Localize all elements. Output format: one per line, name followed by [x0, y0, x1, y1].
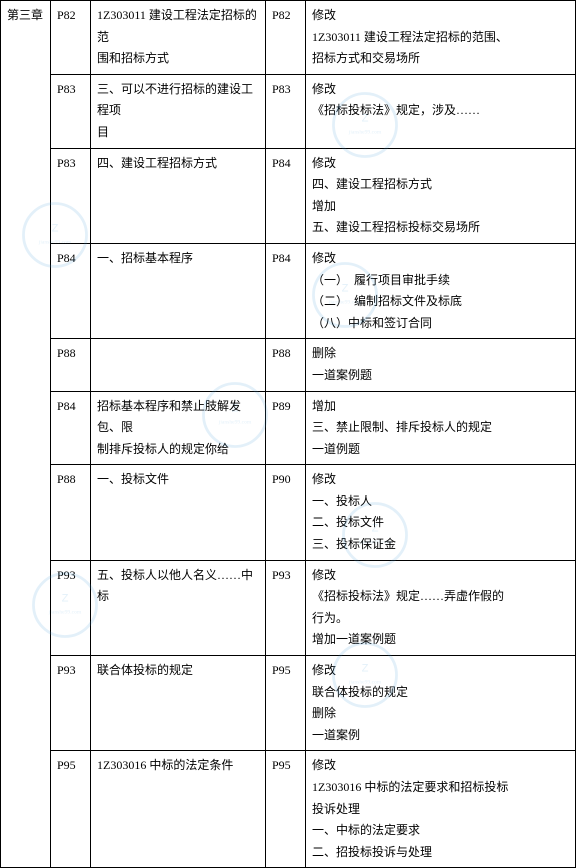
desc-before-cell: 四、建设工程招标方式	[91, 148, 266, 243]
table-row: 第三章P821Z303011 建设工程法定招标的范围和招标方式P82修改1Z30…	[1, 1, 576, 75]
page-after-cell: P95	[266, 656, 306, 751]
desc-before-cell: 1Z303011 建设工程法定招标的范围和招标方式	[91, 1, 266, 75]
page-before-cell: P83	[51, 74, 91, 148]
desc-before-cell: 一、招标基本程序	[91, 243, 266, 338]
desc-line: 1Z303011 建设工程法定招标的范	[97, 5, 259, 48]
page-before-cell: P84	[51, 243, 91, 338]
desc-before-cell: 一、投标文件	[91, 465, 266, 560]
desc-line: 修改	[312, 755, 569, 777]
page-before-cell: P93	[51, 560, 91, 655]
table-row: P84一、招标基本程序P84修改（一） 履行项目审批手续（二） 编制招标文件及标…	[1, 243, 576, 338]
desc-line: 一道案例题	[312, 365, 569, 387]
table-row: P83四、建设工程招标方式P84修改四、建设工程招标方式增加五、建设工程招标投标…	[1, 148, 576, 243]
desc-line: 修改	[312, 248, 569, 270]
desc-line: 行为。	[312, 608, 569, 630]
desc-before-cell: 1Z303016 中标的法定条件	[91, 751, 266, 868]
desc-line: 制排斥投标人的规定你给	[97, 439, 259, 461]
desc-after-cell: 增加三、禁止限制、排斥投标人的规定一道例题	[306, 391, 576, 465]
desc-line: 一、投标文件	[97, 469, 259, 491]
desc-line: 1Z303011 建设工程法定招标的范围、	[312, 27, 569, 49]
table-row: P93五、投标人以他人名义……中标P93修改《招标投标法》规定……弄虚作假的行为…	[1, 560, 576, 655]
desc-line: 二、招投标投诉与处理	[312, 842, 569, 864]
desc-line: 招标方式和交易场所	[312, 48, 569, 70]
desc-after-cell: 修改一、投标人二、投标文件三、投标保证金	[306, 465, 576, 560]
desc-line: 修改	[312, 79, 569, 101]
desc-line: 三、投标保证金	[312, 534, 569, 556]
desc-line: 《招标投标法》规定，涉及……	[312, 100, 569, 122]
desc-after-cell: 删除一道案例题	[306, 339, 576, 391]
table-row: P88一、投标文件P90修改一、投标人二、投标文件三、投标保证金	[1, 465, 576, 560]
page-after-cell: P93	[266, 560, 306, 655]
page-after-cell: P83	[266, 74, 306, 148]
desc-before-cell: 联合体投标的规定	[91, 656, 266, 751]
desc-line: 联合体投标的规定	[312, 682, 569, 704]
desc-line: 增加	[312, 396, 569, 418]
table-row: P83三、可以不进行招标的建设工程项目P83修改《招标投标法》规定，涉及……	[1, 74, 576, 148]
desc-line: 招标基本程序和禁止肢解发包、限	[97, 396, 259, 439]
page-before-cell: P93	[51, 656, 91, 751]
desc-line: 修改	[312, 5, 569, 27]
page-after-cell: P89	[266, 391, 306, 465]
desc-line: 一、投标人	[312, 491, 569, 513]
table-row: P88P88删除一道案例题	[1, 339, 576, 391]
desc-line: 修改	[312, 660, 569, 682]
table-row: P951Z303016 中标的法定条件P95修改1Z303016 中标的法定要求…	[1, 751, 576, 868]
desc-line: 一道例题	[312, 439, 569, 461]
desc-line: （八）中标和签订合同	[312, 313, 569, 335]
desc-line: 增加一道案例题	[312, 629, 569, 651]
page-after-cell: P90	[266, 465, 306, 560]
table-row: P93联合体投标的规定P95修改联合体投标的规定删除一道案例	[1, 656, 576, 751]
page-after-cell: P88	[266, 339, 306, 391]
desc-line: 《招标投标法》规定……弄虚作假的	[312, 586, 569, 608]
desc-line: 围和招标方式	[97, 48, 259, 70]
desc-line: 修改	[312, 153, 569, 175]
desc-before-cell	[91, 339, 266, 391]
desc-line: 删除	[312, 343, 569, 365]
desc-after-cell: 修改联合体投标的规定删除一道案例	[306, 656, 576, 751]
desc-line: 一道案例	[312, 725, 569, 747]
desc-line: 修改	[312, 565, 569, 587]
desc-after-cell: 修改《招标投标法》规定……弄虚作假的行为。增加一道案例题	[306, 560, 576, 655]
desc-line: （一） 履行项目审批手续	[312, 270, 569, 292]
desc-after-cell: 修改1Z303011 建设工程法定招标的范围、招标方式和交易场所	[306, 1, 576, 75]
desc-before-cell: 三、可以不进行招标的建设工程项目	[91, 74, 266, 148]
desc-line: 四、建设工程招标方式	[312, 174, 569, 196]
page-after-cell: P84	[266, 243, 306, 338]
desc-line: 1Z303016 中标的法定条件	[97, 755, 259, 777]
desc-line: 投诉处理	[312, 799, 569, 821]
desc-line: 二、投标文件	[312, 512, 569, 534]
desc-line: 修改	[312, 469, 569, 491]
desc-line: 四、建设工程招标方式	[97, 153, 259, 175]
desc-line: 目	[97, 122, 259, 144]
changes-table: 第三章P821Z303011 建设工程法定招标的范围和招标方式P82修改1Z30…	[0, 0, 576, 868]
page-before-cell: P83	[51, 148, 91, 243]
desc-before-cell: 招标基本程序和禁止肢解发包、限制排斥投标人的规定你给	[91, 391, 266, 465]
desc-after-cell: 修改1Z303016 中标的法定要求和招标投标投诉处理一、中标的法定要求二、招投…	[306, 751, 576, 868]
page-before-cell: P88	[51, 339, 91, 391]
page-before-cell: P84	[51, 391, 91, 465]
page-before-cell: P82	[51, 1, 91, 75]
desc-after-cell: 修改四、建设工程招标方式增加五、建设工程招标投标交易场所	[306, 148, 576, 243]
page-before-cell: P95	[51, 751, 91, 868]
desc-line: 1Z303016 中标的法定要求和招标投标	[312, 777, 569, 799]
page-after-cell: P95	[266, 751, 306, 868]
page-after-cell: P82	[266, 1, 306, 75]
page-before-cell: P88	[51, 465, 91, 560]
desc-line: 一、中标的法定要求	[312, 820, 569, 842]
page-after-cell: P84	[266, 148, 306, 243]
desc-line: 联合体投标的规定	[97, 660, 259, 682]
table-row: P84招标基本程序和禁止肢解发包、限制排斥投标人的规定你给P89增加三、禁止限制…	[1, 391, 576, 465]
desc-before-cell: 五、投标人以他人名义……中标	[91, 560, 266, 655]
desc-after-cell: 修改《招标投标法》规定，涉及……	[306, 74, 576, 148]
desc-line: （二） 编制招标文件及标底	[312, 291, 569, 313]
desc-line: 一、招标基本程序	[97, 248, 259, 270]
chapter-cell: 第三章	[1, 1, 51, 868]
desc-line: 五、建设工程招标投标交易场所	[312, 217, 569, 239]
desc-line: 三、禁止限制、排斥投标人的规定	[312, 417, 569, 439]
desc-after-cell: 修改（一） 履行项目审批手续（二） 编制招标文件及标底（八）中标和签订合同	[306, 243, 576, 338]
desc-line: 五、投标人以他人名义……中标	[97, 565, 259, 608]
desc-line: 删除	[312, 703, 569, 725]
desc-line: 三、可以不进行招标的建设工程项	[97, 79, 259, 122]
desc-line: 增加	[312, 196, 569, 218]
